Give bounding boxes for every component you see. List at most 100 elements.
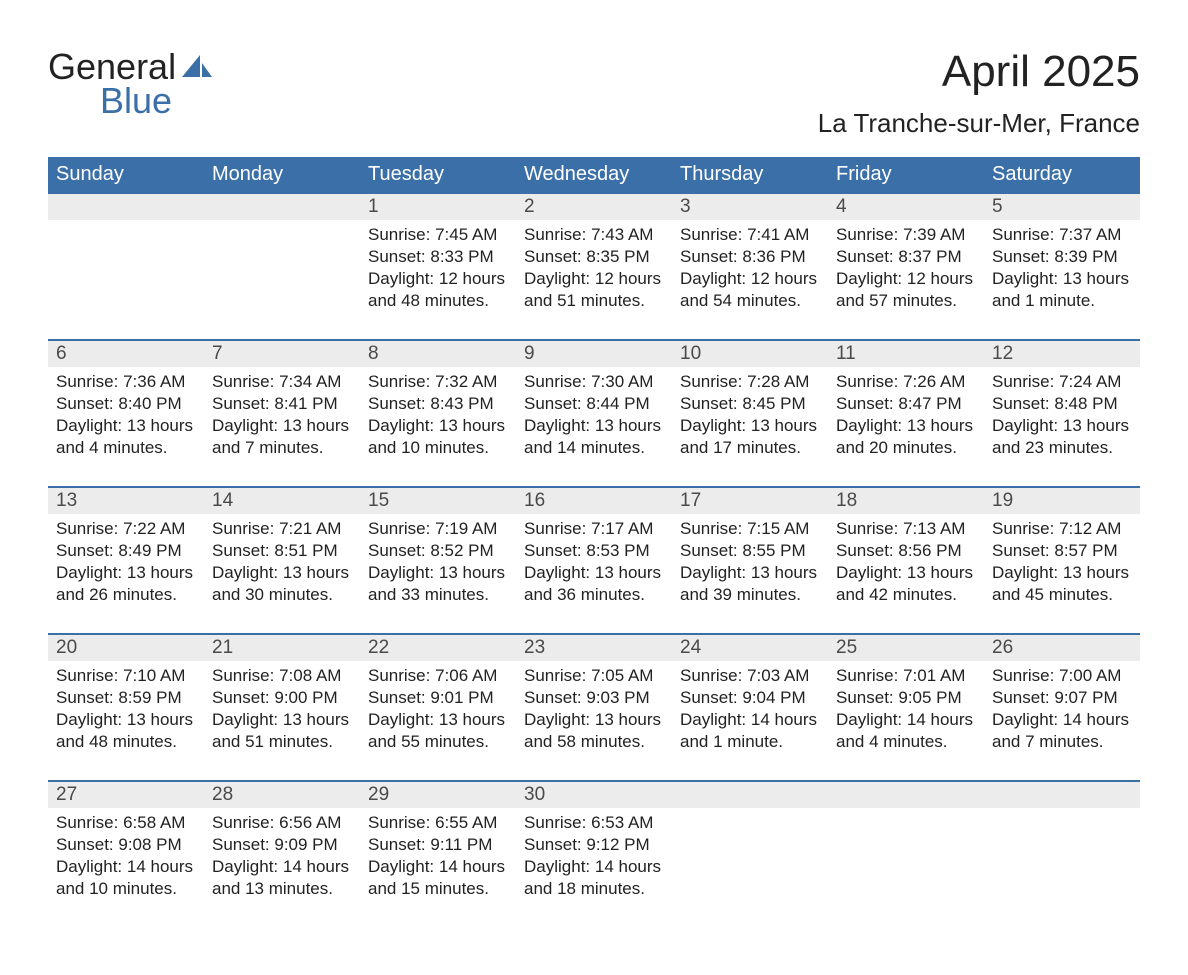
daylight-text: Daylight: 14 hours and 7 minutes. xyxy=(992,709,1132,753)
day-cell: Sunrise: 7:21 AMSunset: 8:51 PMDaylight:… xyxy=(204,514,360,633)
day-cell: Sunrise: 7:32 AMSunset: 8:43 PMDaylight:… xyxy=(360,367,516,486)
daylight-text: Daylight: 13 hours and 39 minutes. xyxy=(680,562,820,606)
day-cell: Sunrise: 7:13 AMSunset: 8:56 PMDaylight:… xyxy=(828,514,984,633)
day-content-row: Sunrise: 7:36 AMSunset: 8:40 PMDaylight:… xyxy=(48,367,1140,486)
dow-thursday: Thursday xyxy=(672,157,828,192)
day-cell: Sunrise: 7:01 AMSunset: 9:05 PMDaylight:… xyxy=(828,661,984,780)
sunset-text: Sunset: 8:33 PM xyxy=(368,246,508,268)
dow-friday: Friday xyxy=(828,157,984,192)
date-number-row: 13141516171819 xyxy=(48,488,1140,514)
sunrise-text: Sunrise: 7:41 AM xyxy=(680,224,820,246)
daylight-text: Daylight: 13 hours and 36 minutes. xyxy=(524,562,664,606)
daylight-text: Daylight: 13 hours and 51 minutes. xyxy=(212,709,352,753)
calendar-week: 20212223242526Sunrise: 7:10 AMSunset: 8:… xyxy=(48,633,1140,780)
day-cell xyxy=(672,808,828,927)
sunrise-text: Sunrise: 7:22 AM xyxy=(56,518,196,540)
sunset-text: Sunset: 8:51 PM xyxy=(212,540,352,562)
daylight-text: Daylight: 13 hours and 14 minutes. xyxy=(524,415,664,459)
day-cell: Sunrise: 7:22 AMSunset: 8:49 PMDaylight:… xyxy=(48,514,204,633)
sunset-text: Sunset: 8:45 PM xyxy=(680,393,820,415)
page-subtitle: La Tranche-sur-Mer, France xyxy=(818,108,1140,139)
sunset-text: Sunset: 8:39 PM xyxy=(992,246,1132,268)
day-cell: Sunrise: 7:26 AMSunset: 8:47 PMDaylight:… xyxy=(828,367,984,486)
date-number: 21 xyxy=(204,635,360,661)
date-number: 4 xyxy=(828,194,984,220)
day-cell: Sunrise: 7:36 AMSunset: 8:40 PMDaylight:… xyxy=(48,367,204,486)
sunrise-text: Sunrise: 6:55 AM xyxy=(368,812,508,834)
daylight-text: Daylight: 13 hours and 7 minutes. xyxy=(212,415,352,459)
sunrise-text: Sunrise: 6:56 AM xyxy=(212,812,352,834)
date-number: 16 xyxy=(516,488,672,514)
daylight-text: Daylight: 14 hours and 10 minutes. xyxy=(56,856,196,900)
sunset-text: Sunset: 9:00 PM xyxy=(212,687,352,709)
date-number: 1 xyxy=(360,194,516,220)
date-number: 29 xyxy=(360,782,516,808)
day-cell xyxy=(48,220,204,339)
day-of-week-header-row: Sunday Monday Tuesday Wednesday Thursday… xyxy=(48,157,1140,192)
date-number xyxy=(828,782,984,808)
sunrise-text: Sunrise: 7:28 AM xyxy=(680,371,820,393)
date-number: 17 xyxy=(672,488,828,514)
day-cell: Sunrise: 7:34 AMSunset: 8:41 PMDaylight:… xyxy=(204,367,360,486)
day-cell: Sunrise: 7:37 AMSunset: 8:39 PMDaylight:… xyxy=(984,220,1140,339)
date-number-row: 6789101112 xyxy=(48,341,1140,367)
sunset-text: Sunset: 8:53 PM xyxy=(524,540,664,562)
sunset-text: Sunset: 9:01 PM xyxy=(368,687,508,709)
dow-monday: Monday xyxy=(204,157,360,192)
sunset-text: Sunset: 8:36 PM xyxy=(680,246,820,268)
sunset-text: Sunset: 9:12 PM xyxy=(524,834,664,856)
logo-line2: Blue xyxy=(100,80,214,122)
page-header: General Blue April 2025 La Tranche-sur-M… xyxy=(48,48,1140,139)
daylight-text: Daylight: 13 hours and 20 minutes. xyxy=(836,415,976,459)
date-number: 22 xyxy=(360,635,516,661)
sunset-text: Sunset: 8:43 PM xyxy=(368,393,508,415)
sunset-text: Sunset: 8:57 PM xyxy=(992,540,1132,562)
sunrise-text: Sunrise: 7:39 AM xyxy=(836,224,976,246)
sunrise-text: Sunrise: 7:30 AM xyxy=(524,371,664,393)
date-number: 3 xyxy=(672,194,828,220)
daylight-text: Daylight: 14 hours and 4 minutes. xyxy=(836,709,976,753)
date-number-row: 27282930 xyxy=(48,782,1140,808)
daylight-text: Daylight: 13 hours and 26 minutes. xyxy=(56,562,196,606)
sunset-text: Sunset: 9:08 PM xyxy=(56,834,196,856)
sunrise-text: Sunrise: 7:43 AM xyxy=(524,224,664,246)
date-number: 14 xyxy=(204,488,360,514)
day-cell: Sunrise: 6:56 AMSunset: 9:09 PMDaylight:… xyxy=(204,808,360,927)
day-cell xyxy=(984,808,1140,927)
date-number: 19 xyxy=(984,488,1140,514)
date-number: 2 xyxy=(516,194,672,220)
dow-saturday: Saturday xyxy=(984,157,1140,192)
day-cell: Sunrise: 6:58 AMSunset: 9:08 PMDaylight:… xyxy=(48,808,204,927)
daylight-text: Daylight: 12 hours and 57 minutes. xyxy=(836,268,976,312)
day-cell: Sunrise: 7:43 AMSunset: 8:35 PMDaylight:… xyxy=(516,220,672,339)
day-cell: Sunrise: 6:55 AMSunset: 9:11 PMDaylight:… xyxy=(360,808,516,927)
dow-wednesday: Wednesday xyxy=(516,157,672,192)
sunset-text: Sunset: 9:09 PM xyxy=(212,834,352,856)
date-number: 24 xyxy=(672,635,828,661)
day-cell xyxy=(828,808,984,927)
sunset-text: Sunset: 8:44 PM xyxy=(524,393,664,415)
date-number: 9 xyxy=(516,341,672,367)
sunset-text: Sunset: 8:49 PM xyxy=(56,540,196,562)
daylight-text: Daylight: 13 hours and 55 minutes. xyxy=(368,709,508,753)
sunrise-text: Sunrise: 7:10 AM xyxy=(56,665,196,687)
calendar-grid: Sunday Monday Tuesday Wednesday Thursday… xyxy=(48,157,1140,927)
sunrise-text: Sunrise: 7:01 AM xyxy=(836,665,976,687)
date-number: 30 xyxy=(516,782,672,808)
sunset-text: Sunset: 8:55 PM xyxy=(680,540,820,562)
date-number-row: 12345 xyxy=(48,194,1140,220)
date-number: 18 xyxy=(828,488,984,514)
sunrise-text: Sunrise: 7:37 AM xyxy=(992,224,1132,246)
sunrise-text: Sunrise: 7:15 AM xyxy=(680,518,820,540)
sunset-text: Sunset: 9:05 PM xyxy=(836,687,976,709)
day-cell: Sunrise: 7:10 AMSunset: 8:59 PMDaylight:… xyxy=(48,661,204,780)
daylight-text: Daylight: 14 hours and 18 minutes. xyxy=(524,856,664,900)
date-number: 25 xyxy=(828,635,984,661)
daylight-text: Daylight: 12 hours and 54 minutes. xyxy=(680,268,820,312)
daylight-text: Daylight: 12 hours and 51 minutes. xyxy=(524,268,664,312)
day-cell: Sunrise: 7:03 AMSunset: 9:04 PMDaylight:… xyxy=(672,661,828,780)
calendar-week: 6789101112Sunrise: 7:36 AMSunset: 8:40 P… xyxy=(48,339,1140,486)
date-number: 28 xyxy=(204,782,360,808)
sunrise-text: Sunrise: 7:13 AM xyxy=(836,518,976,540)
sunrise-text: Sunrise: 7:45 AM xyxy=(368,224,508,246)
